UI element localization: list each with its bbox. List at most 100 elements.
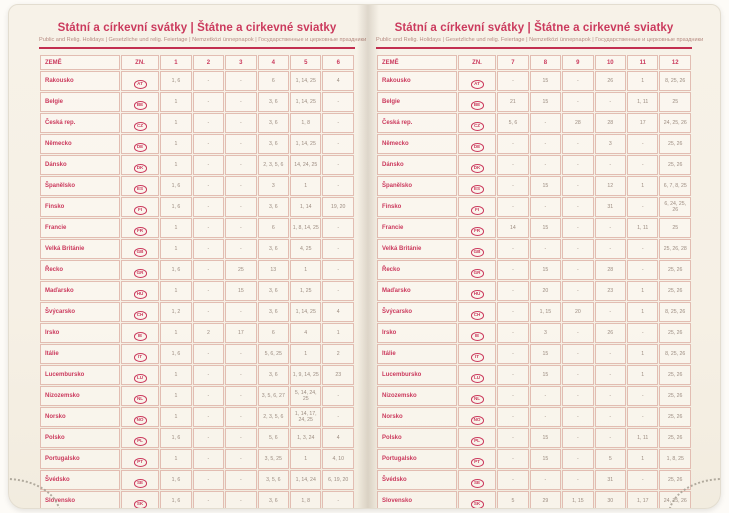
holiday-dates-cell: -	[192, 365, 225, 385]
holiday-dates-cell: 1, 14, 25	[290, 71, 322, 91]
holiday-dates-cell: 1	[160, 92, 192, 112]
holiday-dates-cell: -	[192, 470, 225, 490]
holiday-dates-cell: -	[192, 302, 225, 322]
country-code-cell: IT	[457, 344, 497, 364]
country-name: Lucembursko	[40, 365, 120, 385]
holiday-dates-cell: -	[627, 470, 659, 490]
holiday-dates-cell: -	[529, 113, 562, 133]
holiday-dates-cell: 3, 6	[257, 197, 290, 217]
holiday-dates-cell: -	[497, 428, 529, 448]
country-code-cell: GB	[120, 239, 160, 259]
country-code-badge: BE	[133, 101, 147, 110]
page-title: Státní a církevní svátky | Štátne a cirk…	[57, 22, 337, 34]
holiday-dates-cell: 1	[290, 344, 322, 364]
holiday-dates-cell: -	[322, 491, 354, 508]
country-name: Itálie	[40, 344, 120, 364]
country-row: Francie FR 14 15- -1, 11 25	[377, 218, 691, 238]
holiday-dates-cell: -	[192, 71, 225, 91]
country-code-cell: ES	[457, 176, 497, 196]
country-row: Irsko IE -3-26-25, 26	[377, 323, 691, 343]
holiday-dates-cell: 1	[160, 407, 192, 427]
holiday-dates-cell: 6, 7, 8, 25	[659, 176, 691, 196]
country-name: Španělsko	[40, 176, 120, 196]
country-code-cell: CH	[457, 302, 497, 322]
holiday-dates-cell: -	[562, 71, 594, 91]
country-row: Finsko FI 1, 6- -3, 6 1, 14 19, 20	[40, 197, 354, 217]
holiday-dates-cell: -	[192, 449, 225, 469]
holiday-dates-cell: 15	[529, 176, 562, 196]
holiday-dates-cell: -	[322, 386, 354, 406]
country-row: Lucembursko LU 1- -3, 6 1, 9, 14, 25 23	[40, 365, 354, 385]
holiday-dates-cell: -	[562, 470, 594, 490]
holiday-dates-cell: 1	[160, 155, 192, 175]
holiday-dates-cell: 5, 6	[497, 113, 529, 133]
holiday-dates-cell: 28	[594, 260, 627, 280]
holiday-dates-cell: 3	[594, 134, 627, 154]
holiday-dates-cell: 1, 14, 25	[290, 134, 322, 154]
page-subtitle: Public and Relig. Holidays | Gesetzliche…	[39, 37, 367, 43]
holiday-dates-cell: 1	[627, 302, 659, 322]
holiday-dates-cell: -	[497, 260, 529, 280]
holiday-dates-cell: -	[594, 386, 627, 406]
holiday-dates-cell: -	[225, 386, 257, 406]
country-name: Řecko	[40, 260, 120, 280]
holiday-dates-cell: 1, 8, 25	[659, 449, 691, 469]
country-code-badge: DE	[133, 143, 147, 152]
holiday-dates-cell: 25, 26	[659, 428, 691, 448]
holiday-dates-cell: 28	[562, 113, 594, 133]
country-code-cell: FI	[457, 197, 497, 217]
holiday-dates-cell: -	[322, 92, 354, 112]
holiday-dates-cell: -	[562, 239, 594, 259]
holiday-dates-cell: -	[627, 239, 659, 259]
holiday-dates-cell: 3	[257, 176, 290, 196]
country-code-cell: GB	[457, 239, 497, 259]
holiday-dates-cell: -	[322, 113, 354, 133]
holiday-dates-cell: 1, 17	[627, 491, 659, 508]
holiday-dates-cell: -	[225, 239, 257, 259]
country-code-badge: IE	[470, 332, 484, 341]
holiday-dates-cell: -	[192, 386, 225, 406]
holiday-dates-cell: -	[192, 428, 225, 448]
holiday-dates-cell: 25	[659, 218, 691, 238]
country-name: Švédsko	[40, 470, 120, 490]
page-left: Státní a církevní svátky | Štátne a cirk…	[9, 5, 367, 508]
holiday-dates-cell: 1, 2	[160, 302, 192, 322]
country-code-cell: GR	[457, 260, 497, 280]
country-code-cell: ES	[120, 176, 160, 196]
country-code-cell: SK	[457, 491, 497, 508]
holiday-dates-cell: -	[192, 281, 225, 301]
holiday-dates-cell: 5, 6, 25	[257, 344, 290, 364]
holiday-dates-cell: -	[497, 155, 529, 175]
holiday-dates-cell: 25, 26	[659, 155, 691, 175]
country-code-badge: DE	[470, 143, 484, 152]
holiday-dates-cell: -	[192, 113, 225, 133]
country-code-badge: LU	[470, 374, 484, 383]
country-name: Portugalsko	[377, 449, 457, 469]
country-code-badge: LU	[133, 374, 147, 383]
country-name: Nizozemsko	[377, 386, 457, 406]
holiday-dates-cell: 1	[290, 449, 322, 469]
holiday-dates-cell: -	[529, 155, 562, 175]
holiday-dates-cell: 14	[497, 218, 529, 238]
country-code-badge: FR	[470, 227, 484, 236]
holiday-dates-cell: -	[562, 134, 594, 154]
holiday-dates-cell: -	[192, 134, 225, 154]
country-name: Maďarsko	[40, 281, 120, 301]
holiday-dates-cell: -	[497, 470, 529, 490]
country-name: Dánsko	[40, 155, 120, 175]
country-name: Finsko	[40, 197, 120, 217]
country-code-badge: IT	[133, 353, 147, 362]
country-code-badge: AT	[133, 80, 147, 89]
holiday-dates-cell: 3, 5, 6	[257, 470, 290, 490]
holiday-dates-cell: 1	[160, 386, 192, 406]
holiday-dates-cell: 3, 5, 25	[257, 449, 290, 469]
holiday-dates-cell: 15	[529, 218, 562, 238]
country-code-badge: NL	[470, 395, 484, 404]
country-row: Norsko NO - - - - -25, 26	[377, 407, 691, 427]
country-row: Maďarsko HU -20-23 1 25, 26	[377, 281, 691, 301]
holiday-dates-cell: 6, 24, 25, 26	[659, 197, 691, 217]
country-row: Itálie IT 1, 6- -5, 6, 25 1 2	[40, 344, 354, 364]
country-row: Portugalsko PT -15-5 1 1, 8, 25	[377, 449, 691, 469]
column-header: 10	[594, 55, 627, 70]
country-row: Norsko NO 1- -2, 3, 5, 6 1, 14, 17, 24, 25-	[40, 407, 354, 427]
